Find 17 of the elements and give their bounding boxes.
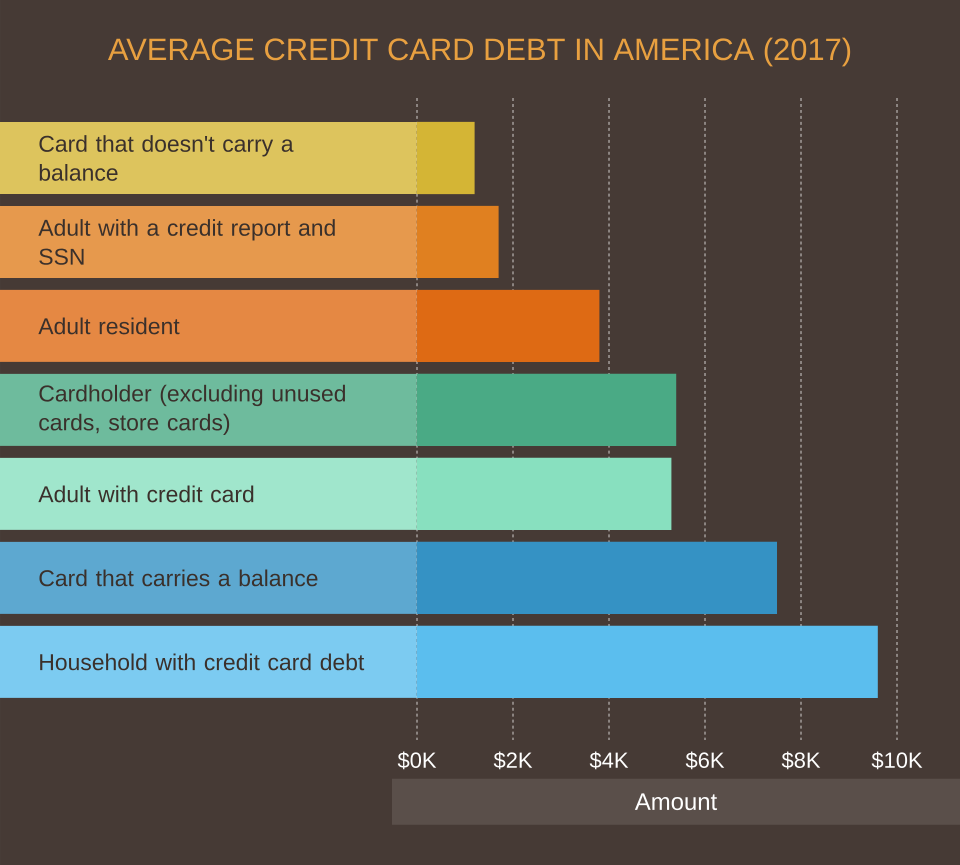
x-tick-label: $10K xyxy=(872,752,922,770)
x-tick-label: $0K xyxy=(398,752,436,770)
chart-title: AVERAGE CREDIT CARD DEBT IN AMERICA (2017) xyxy=(108,38,850,66)
y-tick-label: Adult with a credit report and SSN xyxy=(38,219,335,265)
y-tick-label: Card that carries a balance xyxy=(39,569,318,586)
y-tick-label: Adult with credit card xyxy=(38,485,254,502)
x-tick-label: $2K xyxy=(494,752,532,770)
y-tick-label: Cardholder (excluding unused cards, store cards) xyxy=(39,384,345,436)
bar xyxy=(417,122,475,194)
x-axis-title: Amount xyxy=(634,793,718,810)
y-tick-label: Household with credit card debt xyxy=(40,653,364,670)
x-tick-label: $4K xyxy=(590,752,628,770)
y-tick-label: Card that doesn't carry a balance xyxy=(39,135,294,181)
x-tick-label: $6K xyxy=(686,752,724,770)
y-tick-label: Adult resident xyxy=(38,318,180,334)
x-tick-label: $8K xyxy=(782,752,820,770)
bar xyxy=(417,206,499,278)
